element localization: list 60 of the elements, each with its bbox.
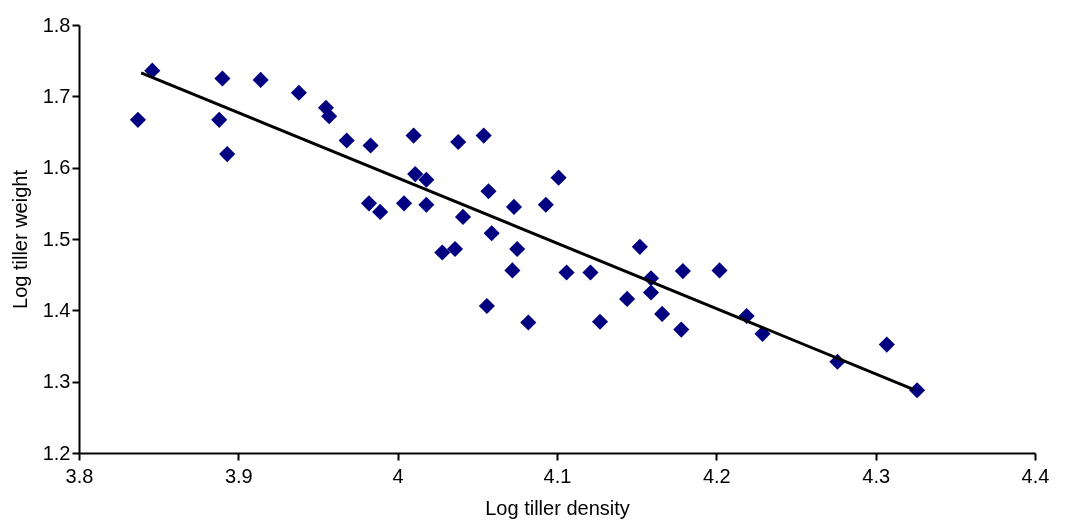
point <box>878 336 895 353</box>
x-tick-label: 4.1 <box>543 464 572 487</box>
point <box>290 84 307 101</box>
point <box>129 111 147 128</box>
point <box>909 382 926 399</box>
x-tick-label: 3.8 <box>65 464 94 487</box>
y-tick-label: 1.2 <box>42 441 71 464</box>
point <box>558 264 575 281</box>
point <box>450 133 467 151</box>
point <box>446 240 464 258</box>
point <box>642 284 660 301</box>
point <box>338 132 355 149</box>
point <box>504 262 521 279</box>
x-tick-label: 4 <box>392 464 404 487</box>
point <box>405 127 422 144</box>
point <box>480 183 497 200</box>
point <box>144 62 161 79</box>
y-tick-label: 1.8 <box>42 13 71 36</box>
point <box>454 208 472 225</box>
y-tick-label: 1.6 <box>42 156 71 179</box>
point <box>711 262 728 279</box>
point <box>219 146 236 163</box>
y-tick-label: 1.5 <box>42 227 71 250</box>
point <box>674 263 691 280</box>
point <box>631 238 648 255</box>
point <box>619 290 636 307</box>
point <box>673 321 690 338</box>
point <box>321 108 338 125</box>
point <box>372 203 389 220</box>
x-tick-label: 4.4 <box>1021 464 1050 487</box>
point <box>214 70 231 87</box>
point <box>418 171 435 188</box>
point <box>509 240 526 258</box>
point <box>754 325 771 342</box>
y-tick-label: 1.3 <box>42 370 71 393</box>
y-tick-label: 1.4 <box>42 298 71 321</box>
point <box>520 314 537 331</box>
point <box>211 111 228 128</box>
point <box>252 71 269 88</box>
point <box>475 127 492 144</box>
point <box>654 305 671 322</box>
y-tick-label: 1.7 <box>42 84 71 107</box>
x-axis-title: Log tiller density <box>485 496 630 519</box>
point <box>591 313 609 330</box>
y-axis-title: Log tiller weight <box>8 169 31 309</box>
point <box>483 225 500 242</box>
point <box>550 169 567 186</box>
point <box>407 166 424 183</box>
point <box>395 195 413 212</box>
point <box>360 195 378 212</box>
x-tick-label: 3.9 <box>224 464 253 487</box>
point <box>537 196 554 213</box>
x-tick-label: 4.3 <box>862 464 891 487</box>
point <box>582 264 599 281</box>
point <box>505 198 523 215</box>
x-tick-label: 4.2 <box>702 464 731 487</box>
point <box>418 196 435 213</box>
point <box>362 137 379 154</box>
point <box>478 297 495 315</box>
point <box>434 244 451 261</box>
